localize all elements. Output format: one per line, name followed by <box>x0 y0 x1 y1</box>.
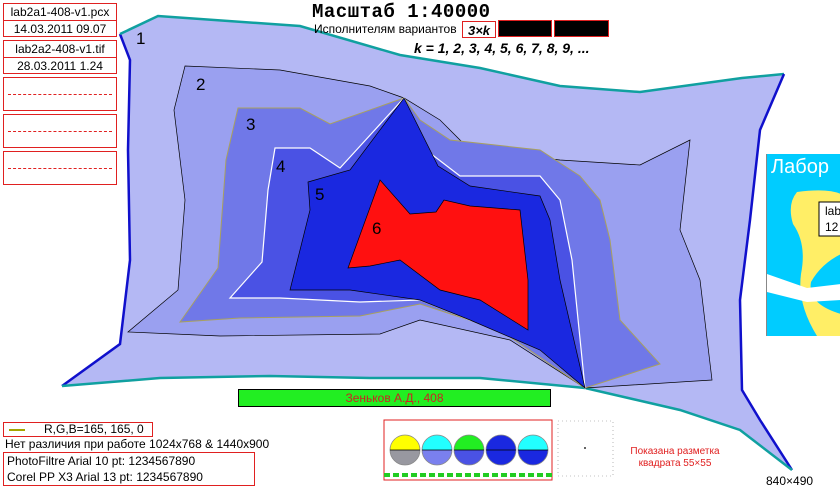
zone-label-5: 5 <box>315 185 324 204</box>
empty-slot-3 <box>3 151 117 185</box>
variant-formula-box: 3×k <box>462 21 496 38</box>
font-sample-row-2: Corel PP X3 Arial 13 pt: 1234567890 <box>7 469 254 485</box>
lab-panel-title: Лабор <box>771 156 829 178</box>
swatch-bottom-5 <box>518 450 548 465</box>
swatch-top-3 <box>454 435 484 450</box>
file-box-1: lab2a1-408-v1.pcx 14.03.2011 09.07 <box>3 3 117 37</box>
font-sample-row-1: PhotoFiltre Arial 10 pt: 1234567890 <box>7 453 254 469</box>
font-sample-1: 1234567890 <box>128 454 196 468</box>
outline-top <box>119 14 785 94</box>
black-box-1 <box>498 20 552 37</box>
legend-box: R,G,B=165, 165, 0 <box>3 422 153 437</box>
outline-right <box>738 73 794 471</box>
zone-label-4: 4 <box>276 157 285 176</box>
outline-left <box>61 33 132 388</box>
lab-panel-line2: 12 <box>825 220 839 234</box>
empty-slot-2 <box>3 114 117 148</box>
file-date-1: 14.03.2011 09.07 <box>13 22 107 36</box>
font-samples-box: PhotoFiltre Arial 10 pt: 1234567890 Core… <box>3 452 255 486</box>
outline-bottom <box>61 374 793 471</box>
swatch-bottom-4 <box>486 450 516 465</box>
swatch-top-4 <box>486 435 516 450</box>
file-date-2: 28.03.2011 1.24 <box>17 59 103 73</box>
swatch-bottom-3 <box>454 450 484 465</box>
file-box-2: lab2a2-408-v1.tif 28.03.2011 1.24 <box>3 40 117 74</box>
image-size-label: 840×490 <box>766 474 814 488</box>
font-sample-2: 1234567890 <box>136 470 203 484</box>
color-swatches <box>383 419 553 481</box>
file-name-1: lab2a1-408-v1.pcx <box>4 4 116 21</box>
lab-panel: Лабор lab 12 <box>766 154 840 336</box>
lab-panel-line1: lab <box>825 204 840 218</box>
lab-panel-shape <box>767 190 840 336</box>
zone-label-1: 1 <box>136 29 145 48</box>
grid-caption: Показана разметка квадрата 55×55 <box>630 446 720 469</box>
variant-caption: Исполнителям вариантов <box>314 22 457 36</box>
swatch-bottom-1 <box>390 450 420 465</box>
empty-slot-1 <box>3 77 117 111</box>
k-formula: k = 1, 2, 3, 4, 5, 6, 7, 8, 9, ... <box>414 40 590 56</box>
swatch-top-5 <box>518 435 548 450</box>
swatch-bottom-2 <box>422 450 452 465</box>
zone-6 <box>347 179 529 331</box>
legend-line-swatch <box>9 429 25 431</box>
zone-label-3: 3 <box>246 115 255 134</box>
resolution-note: Нет различия при работе 1024x768 & 1440x… <box>5 437 270 451</box>
author-bar: Зеньков А.Д., 408 <box>238 389 551 407</box>
black-box-2 <box>554 20 609 37</box>
font-app-2: Corel PP X3 Arial 13 pt: <box>7 470 133 484</box>
legend-text: R,G,B=165, 165, 0 <box>44 422 144 436</box>
scale-title: Масштаб 1:40000 <box>312 1 491 23</box>
swatch-top-2 <box>422 435 452 450</box>
font-app-1: PhotoFiltre Arial 10 pt: <box>7 454 126 468</box>
swatch-top-1 <box>390 435 420 450</box>
grid-sample <box>557 420 614 477</box>
zone-label-2: 2 <box>196 75 205 94</box>
file-name-2: lab2a2-408-v1.tif <box>4 41 116 58</box>
zone-label-6: 6 <box>372 219 381 238</box>
